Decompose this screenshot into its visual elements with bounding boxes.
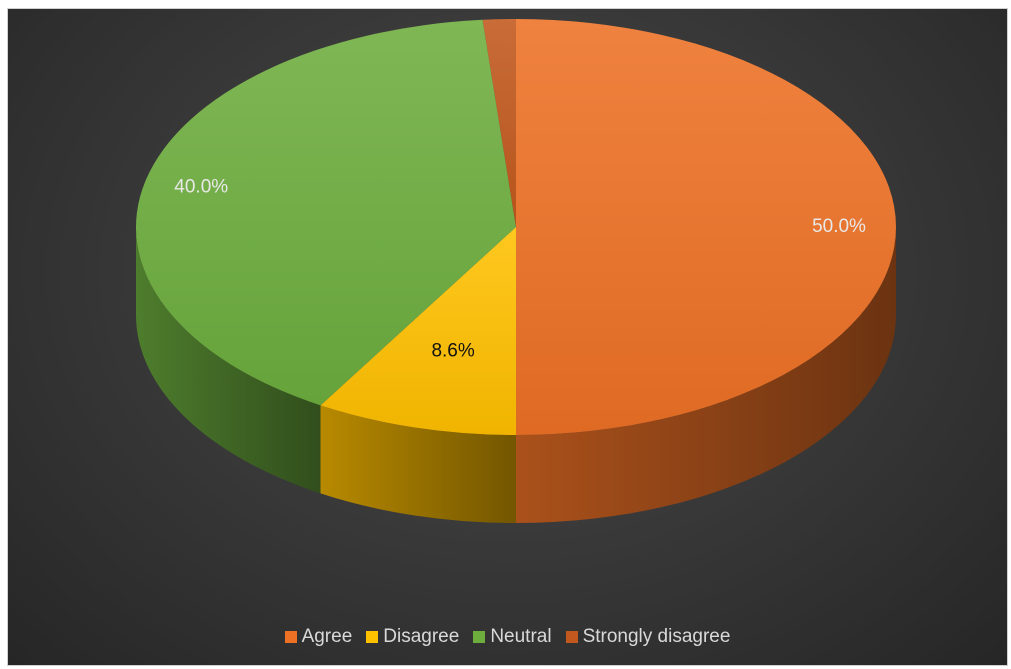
pie-slice-neutral[interactable]: [135, 19, 516, 406]
legend-label-strongly-disagree: Strongly disagree: [582, 626, 731, 647]
pie-slice-agree[interactable]: [516, 19, 896, 435]
legend-item-strongly-disagree[interactable]: Strongly disagree: [565, 626, 731, 648]
data-label-agree: 50.0%: [812, 216, 866, 237]
data-labels: 50.0%8.6%40.0%1.4%: [174, 176, 866, 361]
pie-chart: 50.0%8.6%40.0%1.4%: [135, 19, 896, 523]
chart-area: 50.0%8.6%40.0%1.4% AgreeDisagreeNeutralS…: [7, 8, 1008, 666]
pie-side-agree: [516, 227, 896, 523]
legend-item-neutral[interactable]: Neutral: [473, 626, 552, 648]
legend-swatch-disagree: [366, 631, 379, 643]
pie-sides: [136, 227, 896, 523]
legend-swatch-agree: [284, 631, 297, 643]
data-label-neutral: 40.0%: [174, 176, 228, 197]
pie-slice-strongly-disagree[interactable]: [482, 19, 516, 227]
legend-swatch-strongly-disagree: [565, 631, 578, 643]
legend-label-agree: Agree: [301, 626, 353, 647]
pie-slices: [135, 19, 896, 435]
legend-swatch-neutral: [473, 631, 486, 643]
pie-slice-disagree[interactable]: [320, 227, 516, 435]
pie-side-neutral: [136, 227, 321, 494]
pie-side-disagree: [320, 405, 516, 523]
legend: Agree Disagree Neutral Strongly disagree: [8, 626, 1007, 648]
legend-label-disagree: Disagree: [383, 626, 460, 647]
legend-item-agree[interactable]: Agree: [284, 626, 353, 648]
legend-item-disagree[interactable]: Disagree: [366, 626, 459, 648]
legend-label-neutral: Neutral: [490, 626, 552, 647]
data-label-disagree: 8.6%: [431, 340, 474, 361]
